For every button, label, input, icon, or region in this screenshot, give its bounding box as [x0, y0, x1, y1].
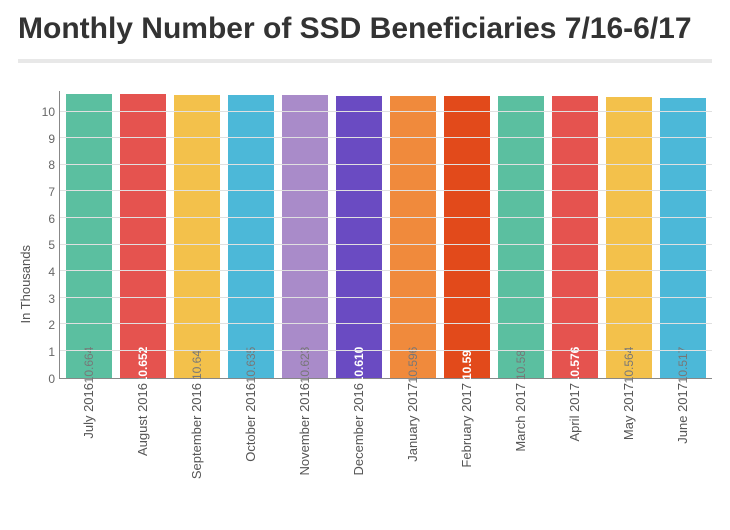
plot-area: 10.66410.65210.6410.63510.62310.61010.59… [59, 91, 712, 379]
grid-line [60, 217, 712, 218]
title-rule [18, 59, 712, 63]
bar-value-label: 10.635 [244, 346, 258, 383]
chart: In Thousands 109876543210 10.66410.65210… [18, 91, 712, 479]
x-axis-label: February 2017 [444, 383, 490, 479]
y-tick: 4 [48, 266, 55, 278]
y-tick: 0 [48, 373, 55, 385]
y-tick: 6 [48, 213, 55, 225]
x-axis-label: May 2017 [606, 383, 652, 479]
grid-line [60, 190, 712, 191]
y-axis-label: In Thousands [18, 91, 37, 479]
grid-line [60, 350, 712, 351]
y-tick: 5 [48, 239, 55, 251]
x-axis-label: January 2017 [389, 383, 435, 479]
grid-line [60, 137, 712, 138]
grid-line [60, 270, 712, 271]
grid-line [60, 323, 712, 324]
bar-value-label: 10.623 [298, 346, 312, 383]
y-tick: 7 [48, 186, 55, 198]
y-tick: 2 [48, 319, 55, 331]
bar-value-label: 10.596 [406, 346, 420, 383]
grid-line [60, 244, 712, 245]
bar-value-label: 10.564 [622, 346, 636, 383]
y-tick: 1 [48, 346, 55, 358]
bars-container: 10.66410.65210.6410.63510.62310.61010.59… [60, 91, 712, 378]
x-axis-label: June 2017 [660, 383, 706, 479]
bar-value-label: 10.610 [352, 346, 366, 383]
y-tick: 8 [48, 159, 55, 171]
x-axis-label: September 2016 [173, 383, 219, 479]
x-axis-label: August 2016 [119, 383, 165, 479]
x-axis-label: November 2016 [281, 383, 327, 479]
grid-line [60, 164, 712, 165]
bar: 10.564 [606, 97, 652, 378]
x-axis-label: April 2017 [552, 383, 598, 479]
bar: 10.576 [552, 96, 598, 377]
bar-value-label: 10.59 [460, 349, 474, 379]
y-tick: 3 [48, 293, 55, 305]
grid-line [60, 297, 712, 298]
y-axis-ticks: 109876543210 [37, 91, 59, 379]
bar-value-label: 10.58 [514, 349, 528, 379]
x-axis-label: March 2017 [498, 383, 544, 479]
y-tick: 10 [42, 106, 55, 118]
bar-value-label: 10.664 [82, 346, 96, 383]
y-axis-label-text: In Thousands [18, 245, 33, 324]
x-axis-label: July 2016 [65, 383, 111, 479]
bar: 10.517 [660, 98, 706, 377]
grid-line [60, 111, 712, 112]
bar-value-label: 10.576 [568, 346, 582, 383]
bar: 10.58 [498, 96, 544, 377]
x-axis-labels: July 2016August 2016September 2016Octobe… [59, 379, 712, 479]
page-title: Monthly Number of SSD Beneficiaries 7/16… [18, 12, 712, 47]
bar-value-label: 10.652 [136, 346, 150, 383]
bar-value-label: 10.517 [676, 346, 690, 383]
y-tick: 9 [48, 133, 55, 145]
bar-value-label: 10.64 [190, 349, 204, 379]
x-axis-label: December 2016 [335, 383, 381, 479]
x-axis-label: October 2016 [227, 383, 273, 479]
